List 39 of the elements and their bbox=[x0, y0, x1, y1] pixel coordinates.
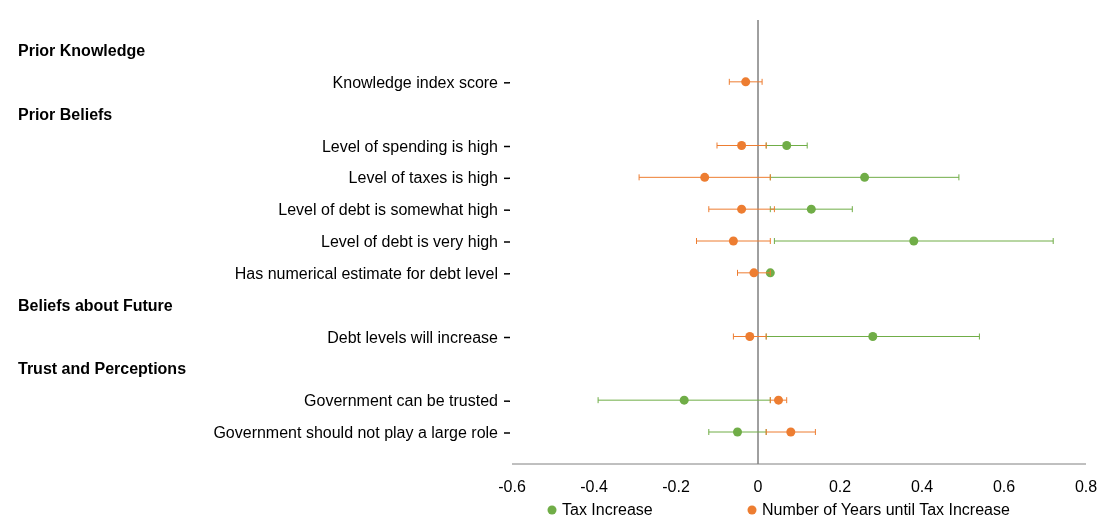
text: Prior Knowledge bbox=[18, 42, 146, 59]
y-tick-label: Level of debt is very high bbox=[321, 233, 498, 250]
y-tick-label: Level of taxes is high bbox=[348, 169, 498, 187]
y-tick-label: Level of spending is high bbox=[321, 137, 498, 155]
point bbox=[774, 395, 783, 405]
y-tick-label: Debt levels will increase bbox=[327, 328, 499, 346]
y-tick-label: Knowledge index score bbox=[332, 73, 499, 91]
x-tick-label: -0.4 bbox=[580, 478, 608, 495]
point bbox=[733, 427, 742, 437]
point bbox=[909, 236, 919, 246]
y-tick-label: Level of debt is somewhat high bbox=[278, 201, 498, 219]
point bbox=[782, 141, 792, 150]
point bbox=[749, 268, 759, 278]
x-tick-label: -0.2 bbox=[662, 478, 690, 495]
point bbox=[860, 172, 870, 182]
text: Prior Beliefs bbox=[18, 105, 113, 123]
x-tick-label: 0.8 bbox=[1074, 478, 1098, 495]
x-tick-label: -0.6 bbox=[498, 478, 526, 495]
point bbox=[700, 172, 710, 182]
point bbox=[737, 141, 747, 150]
legend-label: Number of Years until Tax Increase bbox=[762, 501, 1010, 518]
point bbox=[745, 332, 755, 341]
legend-label: Tax Increase bbox=[562, 501, 653, 518]
point bbox=[679, 395, 689, 405]
x-tick-label: 0.4 bbox=[910, 478, 934, 495]
x-tick-label: 0.2 bbox=[828, 478, 852, 495]
point bbox=[786, 427, 796, 437]
y-tick-label: Has numerical estimate for debt level bbox=[234, 264, 498, 282]
text: Beliefs about Future bbox=[18, 296, 173, 314]
x-tick-label: 0 bbox=[753, 478, 763, 495]
y-tick-label: Government should not play a large role bbox=[213, 424, 499, 441]
point bbox=[868, 332, 878, 341]
x-tick-label: 0.6 bbox=[992, 478, 1016, 495]
point bbox=[728, 236, 738, 246]
point bbox=[806, 204, 816, 214]
text: Trust and Perceptions bbox=[18, 360, 187, 378]
point bbox=[737, 204, 747, 214]
y-tick-label: Government can be trusted bbox=[304, 392, 498, 410]
point bbox=[741, 77, 751, 87]
